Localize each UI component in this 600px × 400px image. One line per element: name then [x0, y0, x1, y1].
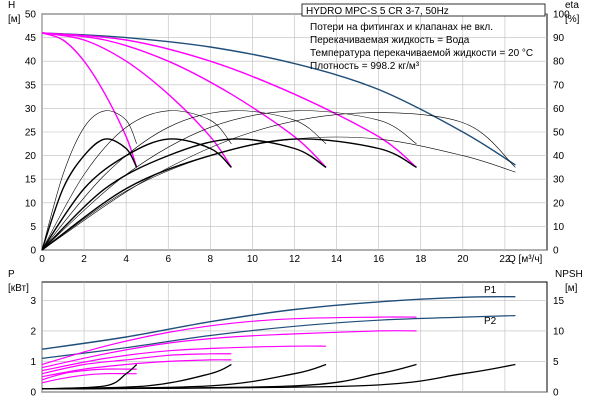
note-line-2: Перекачиваемая жидкость = Вода — [310, 35, 470, 46]
x-tick-label: 14 — [331, 254, 343, 265]
y-right-bottom-unit: [м] — [565, 283, 578, 294]
y-left-tick-label: 5 — [30, 222, 36, 233]
y-right-bottom-label: NPSH — [555, 269, 583, 280]
y-left-bottom-tick-label: 2 — [30, 326, 36, 337]
efficiency-thin-curve — [41, 110, 327, 251]
efficiency-thin-curve — [41, 112, 516, 251]
system-head-curve — [41, 32, 417, 168]
y-left-tick-label: 50 — [25, 10, 37, 21]
note-line-1: Потери на фитингах и клапанах не вкл. — [310, 21, 493, 33]
y-right-bottom-tick-label: 0 — [553, 388, 559, 399]
y-right-top-label: eta — [565, 0, 579, 11]
system-head-curve — [41, 32, 327, 168]
y-right-tick-label: 40 — [553, 151, 565, 162]
power-system-curve — [41, 330, 417, 369]
y-right-tick-label: 30 — [553, 175, 565, 186]
power-system-curve — [41, 372, 137, 384]
efficiency-thin-curve — [41, 110, 417, 251]
y-left-bottom-unit: [кВт] — [8, 283, 29, 294]
note-line-4: Плотность = 998.2 кг/м³ — [310, 61, 420, 72]
y-left-top-label: H — [8, 0, 15, 11]
y-left-tick-label: 10 — [25, 198, 37, 209]
y-right-tick-label: 90 — [553, 33, 565, 44]
power-p2-curve — [41, 315, 516, 359]
system-head-curve — [41, 32, 232, 168]
pump-head-curve — [41, 32, 516, 166]
y-right-tick-label: 50 — [553, 128, 565, 139]
chart-title: HYDRO MPC-S 5 CR 3-7, 50Hz — [306, 6, 449, 17]
y-right-bottom-tick-label: 5 — [553, 357, 559, 368]
y-left-bottom-tick-label: 0 — [30, 388, 36, 399]
legend-p1: P1 — [484, 285, 497, 296]
power-system-curve — [41, 345, 327, 372]
npsh-curve — [41, 363, 516, 390]
y-left-tick-label: 40 — [25, 57, 37, 68]
y-right-bottom-tick-label: 10 — [553, 326, 565, 337]
system-head-curve — [41, 32, 138, 168]
power-p1-curve — [41, 295, 516, 350]
y-right-tick-label: 0 — [553, 246, 559, 257]
efficiency-thin-curve — [41, 136, 516, 251]
y-left-top-unit: [м] — [8, 14, 21, 25]
title-box — [301, 3, 546, 17]
y-right-bottom-tick-label: 15 — [553, 296, 565, 307]
y-left-tick-label: 35 — [25, 80, 37, 91]
y-left-bottom-tick-label: 3 — [30, 296, 36, 307]
x-tick-label: 4 — [123, 254, 129, 265]
y-left-tick-label: 0 — [30, 246, 36, 257]
x-tick-label: 16 — [373, 254, 385, 265]
legend-p2: P2 — [484, 316, 497, 327]
power-system-curve — [41, 368, 137, 381]
x-tick-label: 0 — [39, 254, 45, 265]
efficiency-thin-curve — [41, 110, 232, 251]
x-axis-label: Q [м³/ч] — [508, 254, 543, 265]
x-tick-label: 22 — [499, 254, 511, 265]
y-left-tick-label: 45 — [25, 33, 37, 44]
x-tick-label: 6 — [165, 254, 171, 265]
note-line-3: Температура перекачиваемой жидкости = 20… — [310, 48, 533, 59]
power-system-curve — [41, 316, 417, 366]
y-right-tick-label: 10 — [553, 222, 565, 233]
x-tick-label: 18 — [415, 254, 427, 265]
x-tick-label: 20 — [457, 254, 469, 265]
y-right-tick-label: 20 — [553, 198, 565, 209]
x-tick-label: 8 — [208, 254, 214, 265]
power-system-curve — [41, 359, 232, 378]
y-left-tick-label: 20 — [25, 151, 37, 162]
x-tick-label: 10 — [247, 254, 259, 265]
x-tick-label: 2 — [81, 254, 87, 265]
power-system-curve — [41, 353, 232, 375]
efficiency-curve — [41, 138, 327, 251]
efficiency-curve — [41, 138, 232, 251]
y-left-bottom-label: P — [8, 269, 15, 280]
y-right-tick-label: 70 — [553, 80, 565, 91]
efficiency-curve — [41, 138, 138, 251]
y-right-tick-label: 60 — [553, 104, 565, 115]
y-right-tick-label: 80 — [553, 57, 565, 68]
y-right-tick-label: 100 — [553, 10, 570, 21]
y-left-tick-label: 15 — [25, 175, 37, 186]
npsh-curve — [41, 363, 327, 390]
efficiency-thin-curve — [41, 110, 137, 251]
y-right-top-unit: [%] — [565, 14, 580, 25]
y-left-tick-label: 25 — [25, 128, 37, 139]
y-left-tick-label: 30 — [25, 104, 37, 115]
x-tick-label: 12 — [289, 254, 301, 265]
y-left-bottom-tick-label: 1 — [30, 357, 36, 368]
